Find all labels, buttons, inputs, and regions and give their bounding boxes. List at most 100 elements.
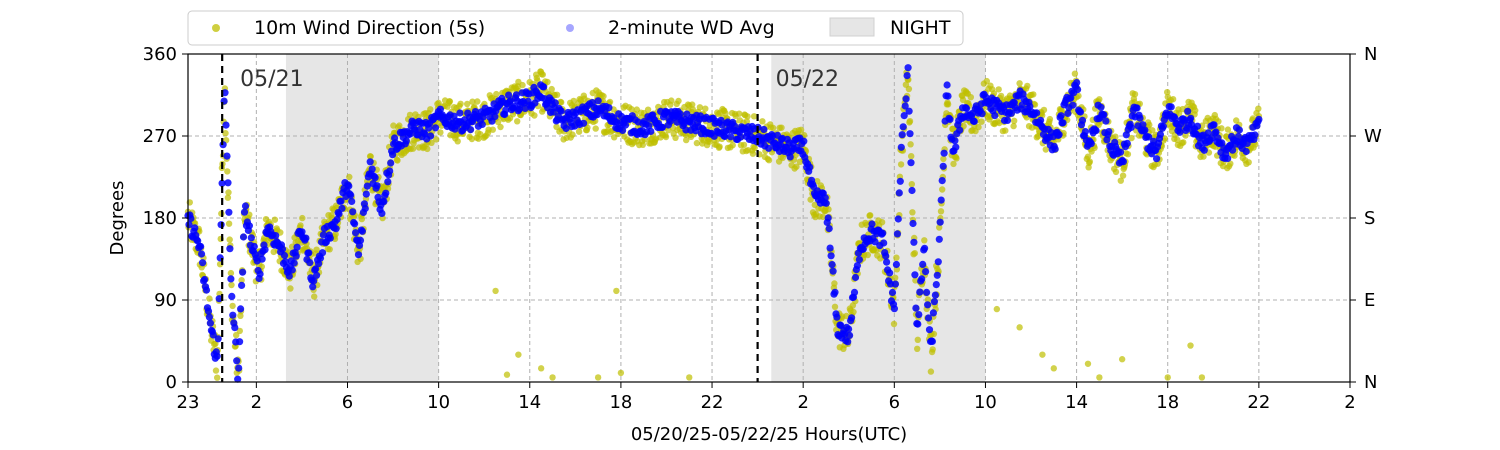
data-point <box>378 209 386 217</box>
data-point <box>806 163 814 171</box>
data-point <box>352 229 360 237</box>
data-point <box>389 151 397 159</box>
data-point <box>1169 96 1177 103</box>
legend-patch <box>829 17 875 37</box>
data-point <box>431 124 440 132</box>
data-point <box>821 194 829 202</box>
data-point <box>751 144 758 151</box>
data-point <box>315 260 323 268</box>
data-point <box>402 137 410 145</box>
data-point <box>1071 70 1079 77</box>
data-point <box>558 99 565 106</box>
data-point <box>1105 128 1113 136</box>
data-point <box>290 259 298 267</box>
x-tick-label: 18 <box>1156 392 1179 413</box>
data-point <box>978 110 986 118</box>
data-point <box>1224 126 1232 133</box>
data-point <box>544 78 551 86</box>
data-point <box>613 287 620 295</box>
data-point <box>937 208 945 215</box>
data-point <box>1139 121 1147 129</box>
data-point <box>905 107 913 115</box>
data-point <box>765 144 773 152</box>
data-point <box>831 288 839 296</box>
data-point <box>335 210 343 218</box>
data-point <box>298 228 306 236</box>
data-point <box>226 236 233 243</box>
data-point <box>258 255 266 263</box>
data-point <box>822 199 830 207</box>
data-point <box>194 237 202 245</box>
data-point <box>916 288 924 296</box>
data-point <box>970 117 978 125</box>
data-point <box>925 326 934 334</box>
data-point <box>380 198 388 206</box>
data-point <box>914 320 922 328</box>
data-point <box>831 280 838 287</box>
data-point <box>864 251 871 259</box>
data-point <box>906 118 914 125</box>
data-point <box>944 101 952 108</box>
data-point <box>1030 91 1037 98</box>
data-point <box>919 260 927 268</box>
data-point <box>250 242 258 251</box>
data-point <box>494 118 502 126</box>
data-point <box>515 351 522 358</box>
data-point <box>927 368 935 375</box>
data-point <box>778 124 785 131</box>
data-point <box>827 252 835 260</box>
data-point <box>387 159 395 167</box>
data-point <box>326 234 334 242</box>
data-point <box>944 92 952 100</box>
data-point <box>736 110 743 117</box>
data-point <box>224 179 232 187</box>
data-point <box>384 178 392 186</box>
data-point <box>236 338 244 346</box>
data-point <box>940 149 948 157</box>
data-point <box>1235 126 1243 134</box>
x-tick-label: 18 <box>609 392 632 413</box>
data-point <box>639 141 646 148</box>
data-point <box>346 173 353 181</box>
data-point <box>1227 160 1234 167</box>
day-label: 05/21 <box>240 67 303 92</box>
data-point <box>313 271 321 279</box>
data-point <box>368 165 376 173</box>
data-point <box>235 364 243 372</box>
data-point <box>930 330 938 338</box>
data-point <box>793 163 800 170</box>
data-point <box>1076 108 1085 116</box>
data-point <box>1159 122 1167 130</box>
data-point <box>689 101 696 108</box>
data-point <box>592 125 599 132</box>
data-point <box>349 208 357 216</box>
data-point <box>366 158 374 166</box>
data-point <box>1255 115 1263 123</box>
data-point <box>224 168 231 175</box>
y-tick-label: 180 <box>143 208 177 229</box>
y-axis-label: Degrees <box>107 181 128 256</box>
y-axis-ticks: 0 90 180 270 360 <box>143 44 188 393</box>
data-point <box>929 346 936 353</box>
data-point <box>848 314 856 322</box>
data-point <box>825 206 832 213</box>
legend-label: 2-minute WD Avg <box>608 17 775 39</box>
data-point <box>951 137 959 145</box>
data-point <box>909 209 916 216</box>
data-point <box>645 122 653 130</box>
data-point <box>278 245 287 253</box>
data-point <box>292 252 300 260</box>
data-point <box>594 374 602 381</box>
data-point <box>503 371 511 378</box>
data-point <box>338 204 346 212</box>
data-point <box>239 268 247 276</box>
data-point <box>233 331 240 339</box>
data-point <box>1011 117 1018 125</box>
data-point <box>872 247 880 254</box>
data-point <box>903 72 911 80</box>
data-point <box>621 121 630 129</box>
data-point <box>921 244 929 252</box>
data-point <box>953 155 960 162</box>
data-point <box>1055 131 1063 139</box>
